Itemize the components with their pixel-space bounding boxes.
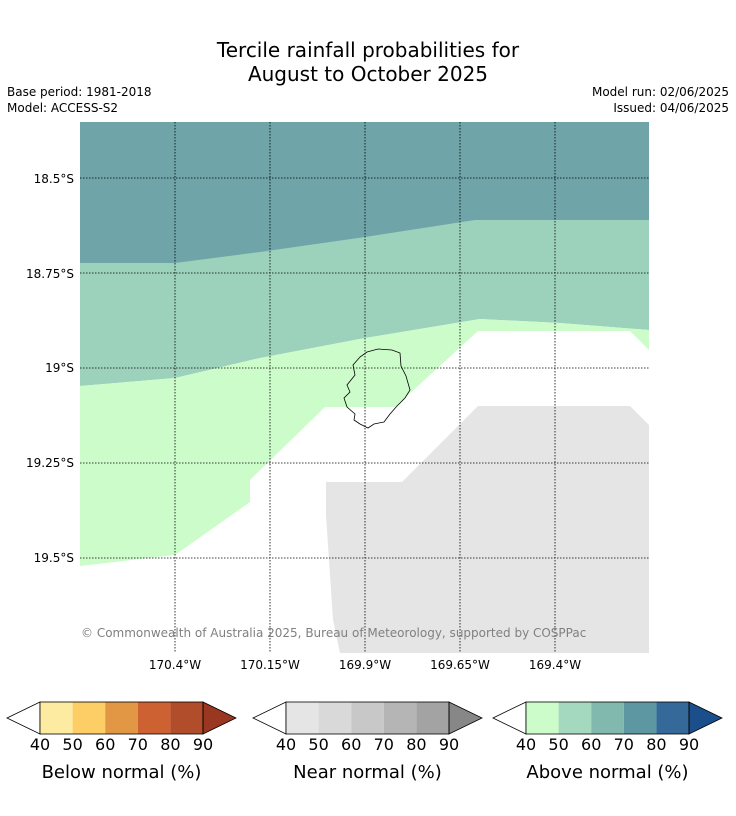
legend-tick-label: 70: [614, 735, 634, 754]
legend-tick-label: 50: [548, 735, 568, 754]
legend-color-box: [558, 702, 592, 734]
base-period: Base period: 1981-2018: [7, 85, 152, 99]
latitude-labels: 18.5°S 18.75°S 19°S 19.25°S 19.5°S: [26, 172, 74, 565]
legend-color-box: [383, 702, 417, 734]
region-near-50: [326, 406, 649, 653]
legend-title: Below normal (%): [42, 762, 202, 783]
meta-left: Base period: 1981-2018 Model: ACCESS-S2: [7, 84, 152, 116]
legend-color-box: [526, 702, 559, 734]
legend-color-box: [591, 702, 624, 734]
title-line-1: Tercile rainfall probabilities for: [216, 38, 520, 62]
legend-tick-label: 90: [679, 735, 699, 754]
legend-left-triangle: [6, 701, 41, 735]
copyright-notice: © Commonwealth of Australia 2025, Bureau…: [81, 626, 586, 640]
legend-above-normal: 40 50 60 70 80 90 Above normal (%): [492, 701, 723, 783]
legend-color-box: [40, 702, 73, 734]
model-run: Model run: 02/06/2025: [591, 85, 729, 99]
legend-color-box: [623, 702, 657, 734]
legend-tick-label: 70: [128, 735, 148, 754]
lat-label: 19.25°S: [26, 456, 74, 470]
legend-tick-label: 90: [439, 735, 459, 754]
lat-label: 18.5°S: [34, 172, 74, 186]
legend-tick-label: 60: [95, 735, 115, 754]
island-outline: [343, 348, 411, 429]
legend-outline: [525, 701, 690, 735]
legend-outline: [285, 701, 450, 735]
legend-tick-label: 40: [516, 735, 536, 754]
legend-right-triangle: [202, 701, 237, 735]
legend-left-triangle: [252, 701, 287, 735]
legend-color-box: [286, 702, 319, 734]
legend-near-normal: 40 50 60 70 80 90 Near normal (%): [252, 701, 483, 783]
legend-tick-label: 80: [406, 735, 426, 754]
meta-right: Model run: 02/06/2025 Issued: 04/06/2025: [592, 84, 729, 116]
lon-label: 170.15°W: [240, 658, 300, 672]
legend-color-box: [137, 702, 171, 734]
model-name: Model: ACCESS-S2: [7, 101, 119, 115]
lon-label: 169.65°W: [430, 658, 490, 672]
map-panel: [80, 122, 649, 653]
lon-label: 169.4°W: [529, 658, 581, 672]
legend-color-box: [318, 702, 352, 734]
longitude-labels: 170.4°W 170.15°W 169.9°W 169.65°W 169.4°…: [149, 658, 581, 672]
chart-title: Tercile rainfall probabilities for Augus…: [0, 38, 736, 86]
legend-tick-label: 50: [62, 735, 82, 754]
lon-label: 169.9°W: [339, 658, 391, 672]
legend-tick-label: 80: [160, 735, 180, 754]
legend-color-box: [170, 702, 203, 734]
legend-color-box: [72, 702, 106, 734]
legend-right-triangle: [688, 701, 723, 735]
lat-label: 19°S: [45, 361, 74, 375]
legend-left-triangle: [492, 701, 527, 735]
legend-title: Near normal (%): [293, 762, 442, 783]
legend-tick-label: 90: [193, 735, 213, 754]
region-above-50: [80, 319, 649, 566]
legend-color-box: [351, 702, 384, 734]
legend-below-normal: 40 50 60 70 80 90 Below normal (%): [6, 701, 237, 783]
legend-tick-label: 70: [374, 735, 394, 754]
issued-date: Issued: 04/06/2025: [613, 101, 729, 115]
lon-label: 170.4°W: [149, 658, 201, 672]
legend-tick-label: 40: [30, 735, 50, 754]
legend-tick-label: 40: [276, 735, 296, 754]
legend-tick-label: 60: [581, 735, 601, 754]
legend-color-box: [656, 702, 689, 734]
legend-tick-label: 50: [308, 735, 328, 754]
legend-title: Above normal (%): [526, 762, 688, 783]
legend-tick-label: 80: [646, 735, 666, 754]
legend-right-triangle: [448, 701, 483, 735]
lat-label: 19.5°S: [34, 551, 74, 565]
legend-color-box: [105, 702, 138, 734]
lat-label: 18.75°S: [26, 267, 74, 281]
legend-outline: [39, 701, 204, 735]
legend-color-box: [416, 702, 449, 734]
title-line-2: August to October 2025: [247, 62, 489, 86]
region-above-60: [80, 220, 649, 386]
gridlines: [80, 122, 649, 653]
legend-tick-label: 60: [341, 735, 361, 754]
